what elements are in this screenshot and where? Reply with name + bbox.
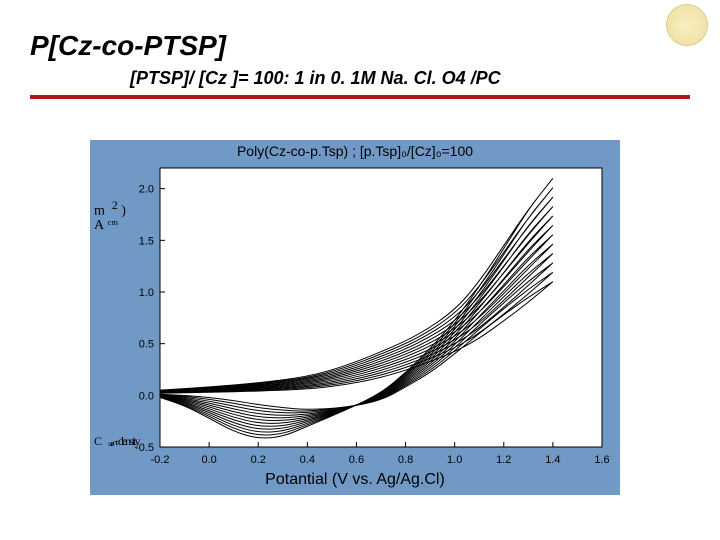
title-block: P[Cz-co-PTSP] [PTSP]/ [Cz ]= 100: 1 in 0… <box>30 30 690 99</box>
title-rule <box>30 95 690 99</box>
svg-text:0.6: 0.6 <box>349 454 364 466</box>
slide: P[Cz-co-PTSP] [PTSP]/ [Cz ]= 100: 1 in 0… <box>0 0 720 540</box>
cv-chart: -0.20.00.20.40.60.81.01.21.41.6-0.50.00.… <box>90 140 620 495</box>
svg-text:1.5: 1.5 <box>139 235 154 247</box>
svg-text:1.4: 1.4 <box>545 454 560 466</box>
chart-title: Poly(Cz-co-p.Tsp) ; [p.Tsp]₀/[Cz]₀=100 <box>90 143 620 159</box>
y-axis-label-top: m 2 ) A ᶜᵐ <box>94 200 126 234</box>
svg-text:1.0: 1.0 <box>447 454 462 466</box>
svg-text:0.4: 0.4 <box>300 454 315 466</box>
svg-text:1.6: 1.6 <box>594 454 609 466</box>
svg-text:1.2: 1.2 <box>496 454 511 466</box>
svg-text:-0.2: -0.2 <box>151 454 170 466</box>
svg-text:0.0: 0.0 <box>139 390 154 402</box>
cv-svg: -0.20.00.20.40.60.81.01.21.41.6-0.50.00.… <box>90 140 620 495</box>
svg-text:0.0: 0.0 <box>201 454 216 466</box>
svg-text:0.2: 0.2 <box>251 454 266 466</box>
svg-text:1.0: 1.0 <box>139 287 154 299</box>
y-axis-label-bot: C ᵤᵣᵣₑₙₜ density <box>94 434 139 449</box>
svg-text:2.0: 2.0 <box>139 184 154 196</box>
page-title: P[Cz-co-PTSP] <box>30 30 690 62</box>
x-axis-label: Potantial (V vs. Ag/Ag.Cl) <box>90 471 620 489</box>
svg-text:0.5: 0.5 <box>139 339 154 351</box>
svg-text:0.8: 0.8 <box>398 454 413 466</box>
page-subtitle: [PTSP]/ [Cz ]= 100: 1 in 0. 1M Na. Cl. O… <box>130 68 690 89</box>
